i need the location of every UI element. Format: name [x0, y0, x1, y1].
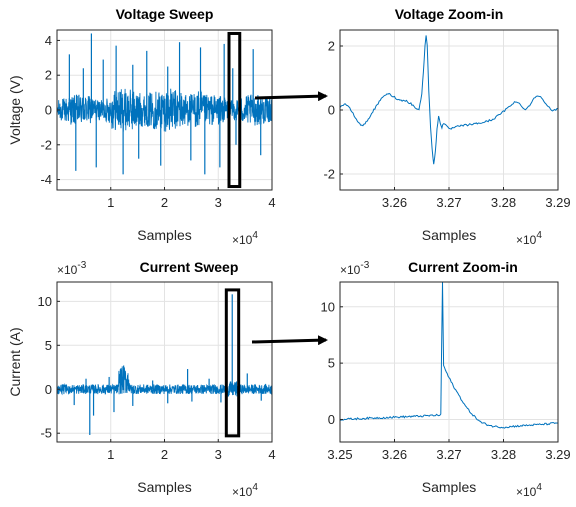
- x-tick-label: 3.28: [491, 195, 516, 210]
- series-line: [340, 282, 558, 429]
- series-trace: [57, 366, 272, 398]
- y-tick-label: 0: [45, 103, 52, 118]
- panel-voltage-sweep: 1 2 3 4 -4 -2 0 2 4 Voltage Sweep Samples Voltag…: [7, 6, 276, 247]
- y-tick-label: 5: [45, 338, 52, 353]
- x-axis-label: Samples: [137, 479, 191, 495]
- x-tick-label: 3.26: [382, 447, 407, 462]
- series-line: [57, 33, 272, 175]
- y-tick-label: -4: [40, 172, 52, 187]
- panel-voltage-zoom: 3.26 3.27 3.28 3.29 -2 0 2 Voltage Zoom-in Sam…: [323, 6, 570, 247]
- grid: [340, 282, 558, 442]
- x-exponent: ×104: [516, 482, 542, 499]
- x-tick-label: 3.29: [545, 195, 570, 210]
- x-tick-label: 1: [107, 195, 114, 210]
- ticks: 3.25 3.26 3.27 3.28 3.29 0 5 10: [321, 299, 571, 462]
- series-line: [340, 35, 558, 165]
- x-axis-label: Samples: [137, 227, 191, 243]
- zoom-region-box: [227, 31, 242, 189]
- y-tick-label: 4: [45, 33, 52, 48]
- x-tick-label: 3: [215, 447, 222, 462]
- series-trace: [57, 88, 272, 132]
- y-axis-label: Current (A): [7, 327, 23, 396]
- x-axis-label: Samples: [422, 227, 476, 243]
- x-tick-label: 4: [268, 195, 275, 210]
- y-tick-label: 0: [328, 412, 335, 427]
- chart-title: Voltage Sweep: [116, 6, 214, 22]
- series-line: [57, 294, 272, 435]
- zoom-region-box: [224, 288, 241, 438]
- y-tick-label: 0: [328, 103, 335, 118]
- highlight-box: [227, 31, 242, 189]
- ticks: 1 2 3 4 -4 -2 0 2 4: [40, 33, 275, 210]
- x-tick-label: 2: [161, 195, 168, 210]
- grid: [340, 30, 558, 190]
- x-exponent: ×104: [232, 482, 258, 499]
- x-tick-label: 4: [268, 447, 275, 462]
- x-tick-label: 1: [107, 447, 114, 462]
- x-tick-label: 3.25: [327, 447, 352, 462]
- panel-current-sweep: 1 2 3 4 -5 0 5 10 Current Sweep ×10-3 Samples C…: [7, 259, 276, 499]
- y-tick-label: 10: [321, 299, 335, 314]
- highlight-box: [224, 288, 241, 438]
- x-tick-label: 3.29: [545, 447, 570, 462]
- y-tick-label: 10: [38, 294, 52, 309]
- y-tick-label: 5: [328, 356, 335, 371]
- x-tick-label: 2: [161, 447, 168, 462]
- y-tick-label: -2: [323, 167, 335, 182]
- x-tick-label: 3.26: [382, 195, 407, 210]
- y-tick-label: -2: [40, 137, 52, 152]
- y-tick-label: 0: [45, 382, 52, 397]
- x-axis-label: Samples: [422, 479, 476, 495]
- y-tick-label: 2: [328, 39, 335, 54]
- chart-title: Current Sweep: [140, 259, 239, 275]
- x-tick-label: 3.28: [491, 447, 516, 462]
- y-tick-label: 2: [45, 68, 52, 83]
- chart-title: Current Zoom-in: [408, 259, 518, 275]
- ticks: 1 2 3 4 -5 0 5 10: [38, 294, 276, 462]
- x-tick-label: 3: [215, 195, 222, 210]
- y-tick-label: -5: [40, 426, 52, 441]
- series-trace: [340, 282, 558, 429]
- x-exponent: ×104: [516, 230, 542, 247]
- x-exponent: ×104: [232, 230, 258, 247]
- zoom-arrow-voltage: [254, 91, 328, 102]
- ticks: 3.26 3.27 3.28 3.29 -2 0 2: [323, 39, 570, 211]
- y-axis-label: Voltage (V): [7, 75, 23, 144]
- panel-current-zoom: 3.25 3.26 3.27 3.28 3.29 0 5 10 Current Zoom-in…: [321, 259, 571, 499]
- x-tick-label: 3.27: [436, 195, 461, 210]
- y-exponent: ×10-3: [340, 260, 370, 277]
- chart-title: Voltage Zoom-in: [395, 6, 504, 22]
- y-exponent: ×10-3: [57, 260, 87, 277]
- zoom-arrow-current: [251, 335, 328, 346]
- x-tick-label: 3.27: [436, 447, 461, 462]
- series-trace: [340, 35, 558, 165]
